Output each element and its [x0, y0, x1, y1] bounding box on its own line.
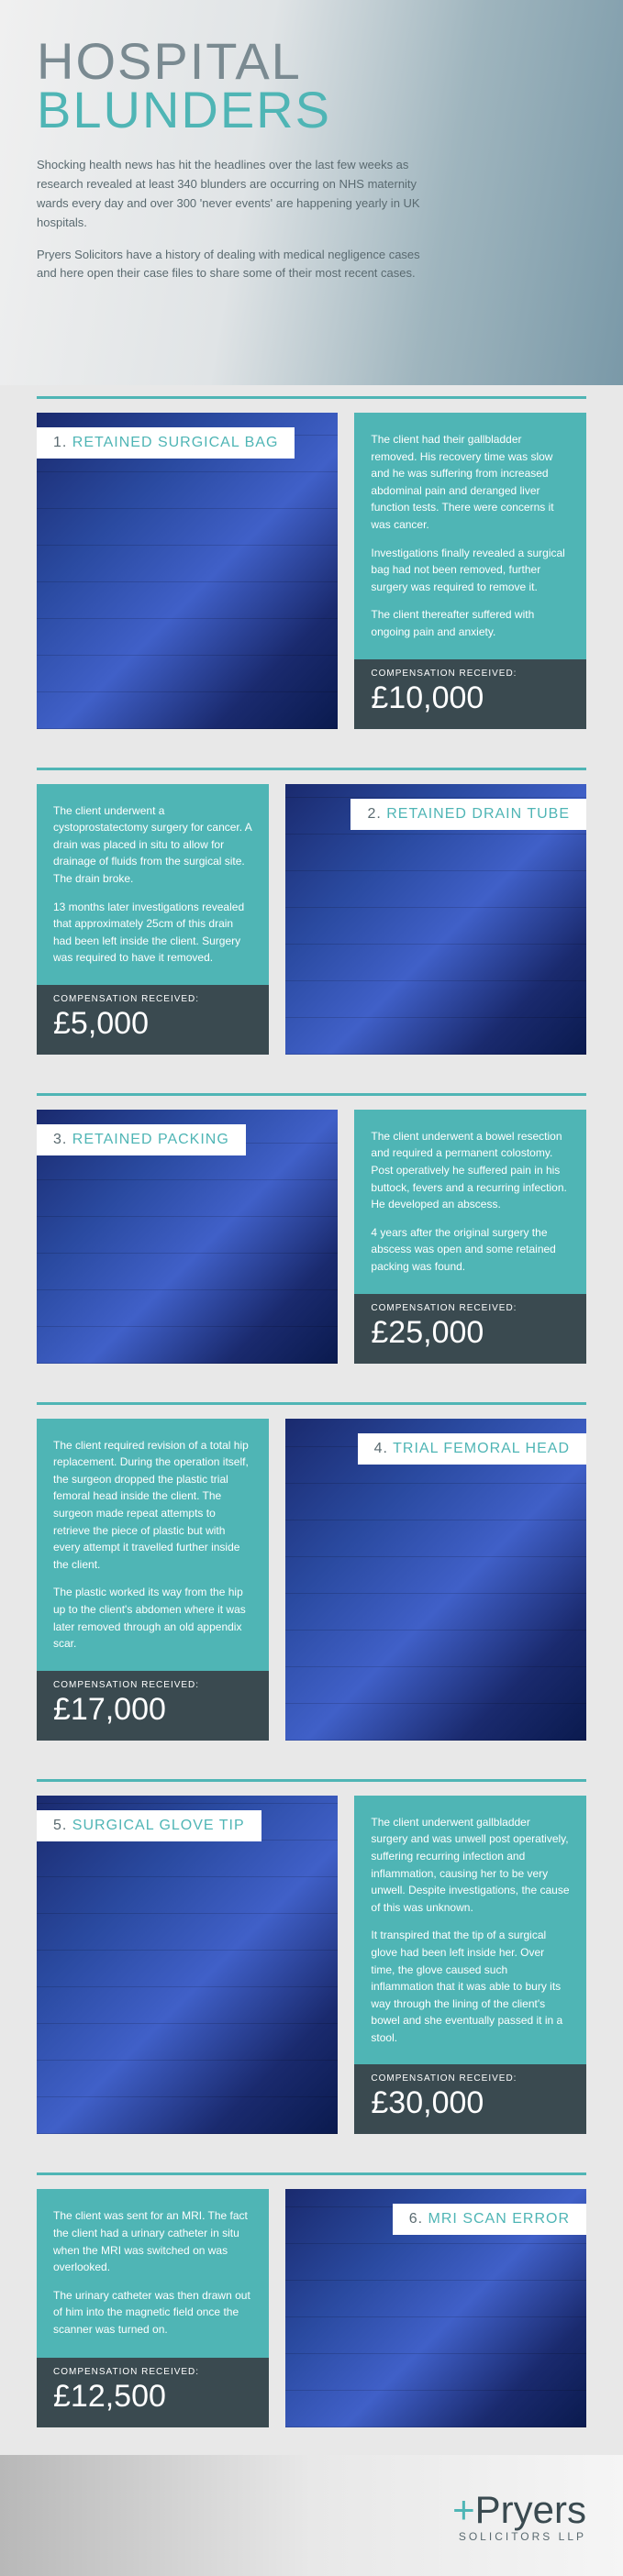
- case-text-column: The client underwent a bowel resection a…: [354, 1110, 586, 1364]
- case-text-column: The client required revision of a total …: [37, 1419, 269, 1741]
- case-description: The client had their gallbladder removed…: [354, 413, 586, 659]
- case-number: 2.: [367, 806, 381, 822]
- case-text-column: The client underwent gallbladder surgery…: [354, 1796, 586, 2135]
- case-image: 2. RETAINED DRAIN TUBE: [285, 784, 586, 1055]
- case-title-bar: 1. RETAINED SURGICAL BAG: [37, 427, 295, 459]
- case-para: The client underwent gallbladder surgery…: [371, 1814, 570, 1917]
- case-title-bar: 2. RETAINED DRAIN TUBE: [350, 799, 586, 830]
- brand-name: Pryers: [475, 2488, 586, 2531]
- case-number: 4.: [374, 1441, 388, 1456]
- case-title-bar: 3. RETAINED PACKING: [37, 1124, 246, 1155]
- compensation-box: COMPENSATION RECEIVED: £12,500: [37, 2358, 269, 2427]
- case-row: 5. SURGICAL GLOVE TIP The client underwen…: [37, 1796, 586, 2135]
- case-image: 4. TRIAL FEMORAL HEAD: [285, 1419, 586, 1741]
- compensation-label: COMPENSATION RECEIVED:: [371, 669, 570, 679]
- case-section: 3. RETAINED PACKING The client underwent …: [0, 1082, 623, 1391]
- case-section: 5. SURGICAL GLOVE TIP The client underwen…: [0, 1768, 623, 2162]
- case-para: The client underwent a cystoprostatectom…: [53, 802, 252, 888]
- case-description: The client underwent a bowel resection a…: [354, 1110, 586, 1294]
- case-title-bar: 6. MRI SCAN ERROR: [393, 2204, 586, 2235]
- case-title: RETAINED PACKING: [72, 1132, 229, 1147]
- compensation-amount: £30,000: [371, 2085, 570, 2121]
- intro-para-1: Shocking health news has hit the headlin…: [37, 156, 422, 232]
- compensation-amount: £10,000: [371, 680, 570, 716]
- title-line2: BLUNDERS: [37, 81, 331, 138]
- compensation-box: COMPENSATION RECEIVED: £17,000: [37, 1671, 269, 1741]
- case-title: TRIAL FEMORAL HEAD: [393, 1441, 570, 1456]
- case-para: The plastic worked its way from the hip …: [53, 1584, 252, 1652]
- compensation-label: COMPENSATION RECEIVED:: [371, 1303, 570, 1313]
- case-image: 1. RETAINED SURGICAL BAG: [37, 413, 338, 729]
- intro-para-2: Pryers Solicitors have a history of deal…: [37, 246, 422, 284]
- case-row: The client was sent for an MRI. The fact…: [37, 2189, 586, 2427]
- case-row: The client required revision of a total …: [37, 1419, 586, 1741]
- compensation-amount: £5,000: [53, 1006, 252, 1042]
- case-row: 1. RETAINED SURGICAL BAG The client had t…: [37, 413, 586, 729]
- case-title-bar: 4. TRIAL FEMORAL HEAD: [358, 1433, 586, 1465]
- main-title: HOSPITAL BLUNDERS: [37, 37, 586, 134]
- case-description: The client required revision of a total …: [37, 1419, 269, 1671]
- case-text-column: The client was sent for an MRI. The fact…: [37, 2189, 269, 2427]
- case-number: 5.: [53, 1818, 67, 1833]
- case-title: SURGICAL GLOVE TIP: [72, 1818, 245, 1833]
- compensation-amount: £25,000: [371, 1315, 570, 1351]
- compensation-box: COMPENSATION RECEIVED:£30,000: [354, 2064, 586, 2134]
- compensation-box: COMPENSATION RECEIVED:£10,000: [354, 659, 586, 729]
- case-description: The client underwent a cystoprostatectom…: [37, 784, 269, 985]
- case-para: 13 months later investigations revealed …: [53, 899, 252, 967]
- case-number: 6.: [409, 2211, 423, 2227]
- case-text-column: The client had their gallbladder removed…: [354, 413, 586, 729]
- case-para: The urinary catheter was then drawn out …: [53, 2287, 252, 2338]
- case-para: 4 years after the original surgery the a…: [371, 1224, 570, 1276]
- compensation-box: COMPENSATION RECEIVED: £5,000: [37, 985, 269, 1055]
- case-section: The client was sent for an MRI. The fact…: [0, 2161, 623, 2455]
- case-para: It transpired that the tip of a surgical…: [371, 1927, 570, 2046]
- case-para: The client underwent a bowel resection a…: [371, 1128, 570, 1213]
- brand-plus-icon: +: [452, 2488, 475, 2531]
- case-row: The client underwent a cystoprostatectom…: [37, 784, 586, 1055]
- compensation-amount: £17,000: [53, 1692, 252, 1728]
- compensation-label: COMPENSATION RECEIVED:: [371, 2073, 570, 2084]
- footer: +Pryers SOLICITORS LLP: [0, 2455, 623, 2576]
- compensation-amount: £12,500: [53, 2379, 252, 2415]
- brand-subtitle: SOLICITORS LLP: [37, 2530, 586, 2543]
- case-image: 3. RETAINED PACKING: [37, 1110, 338, 1364]
- hero: HOSPITAL BLUNDERS Shocking health news h…: [0, 0, 623, 385]
- case-section: The client required revision of a total …: [0, 1391, 623, 1768]
- case-para: The client had their gallbladder removed…: [371, 431, 570, 534]
- compensation-label: COMPENSATION RECEIVED:: [53, 1680, 252, 1690]
- case-para: The client thereafter suffered with ongo…: [371, 606, 570, 640]
- infographic-page: HOSPITAL BLUNDERS Shocking health news h…: [0, 0, 623, 2576]
- case-para: The client required revision of a total …: [53, 1437, 252, 1574]
- case-title: RETAINED SURGICAL BAG: [72, 435, 279, 450]
- compensation-label: COMPENSATION RECEIVED:: [53, 2367, 252, 2377]
- case-number: 3.: [53, 1132, 67, 1147]
- case-image: 5. SURGICAL GLOVE TIP: [37, 1796, 338, 2135]
- case-title-bar: 5. SURGICAL GLOVE TIP: [37, 1810, 261, 1841]
- case-image: 6. MRI SCAN ERROR: [285, 2189, 586, 2427]
- cases-container: 1. RETAINED SURGICAL BAG The client had t…: [0, 385, 623, 2455]
- case-section: 1. RETAINED SURGICAL BAG The client had t…: [0, 385, 623, 757]
- compensation-label: COMPENSATION RECEIVED:: [53, 994, 252, 1004]
- compensation-box: COMPENSATION RECEIVED: £25,000: [354, 1294, 586, 1364]
- case-description: The client underwent gallbladder surgery…: [354, 1796, 586, 2065]
- case-number: 1.: [53, 435, 67, 450]
- case-title: MRI SCAN ERROR: [428, 2211, 570, 2227]
- case-title: RETAINED DRAIN TUBE: [386, 806, 570, 822]
- case-text-column: The client underwent a cystoprostatectom…: [37, 784, 269, 1055]
- case-para: Investigations finally revealed a surgic…: [371, 545, 570, 596]
- case-section: The client underwent a cystoprostatectom…: [0, 757, 623, 1082]
- brand: +Pryers: [37, 2488, 586, 2532]
- case-description: The client was sent for an MRI. The fact…: [37, 2189, 269, 2358]
- case-para: The client was sent for an MRI. The fact…: [53, 2207, 252, 2275]
- case-row: 3. RETAINED PACKING The client underwent …: [37, 1110, 586, 1364]
